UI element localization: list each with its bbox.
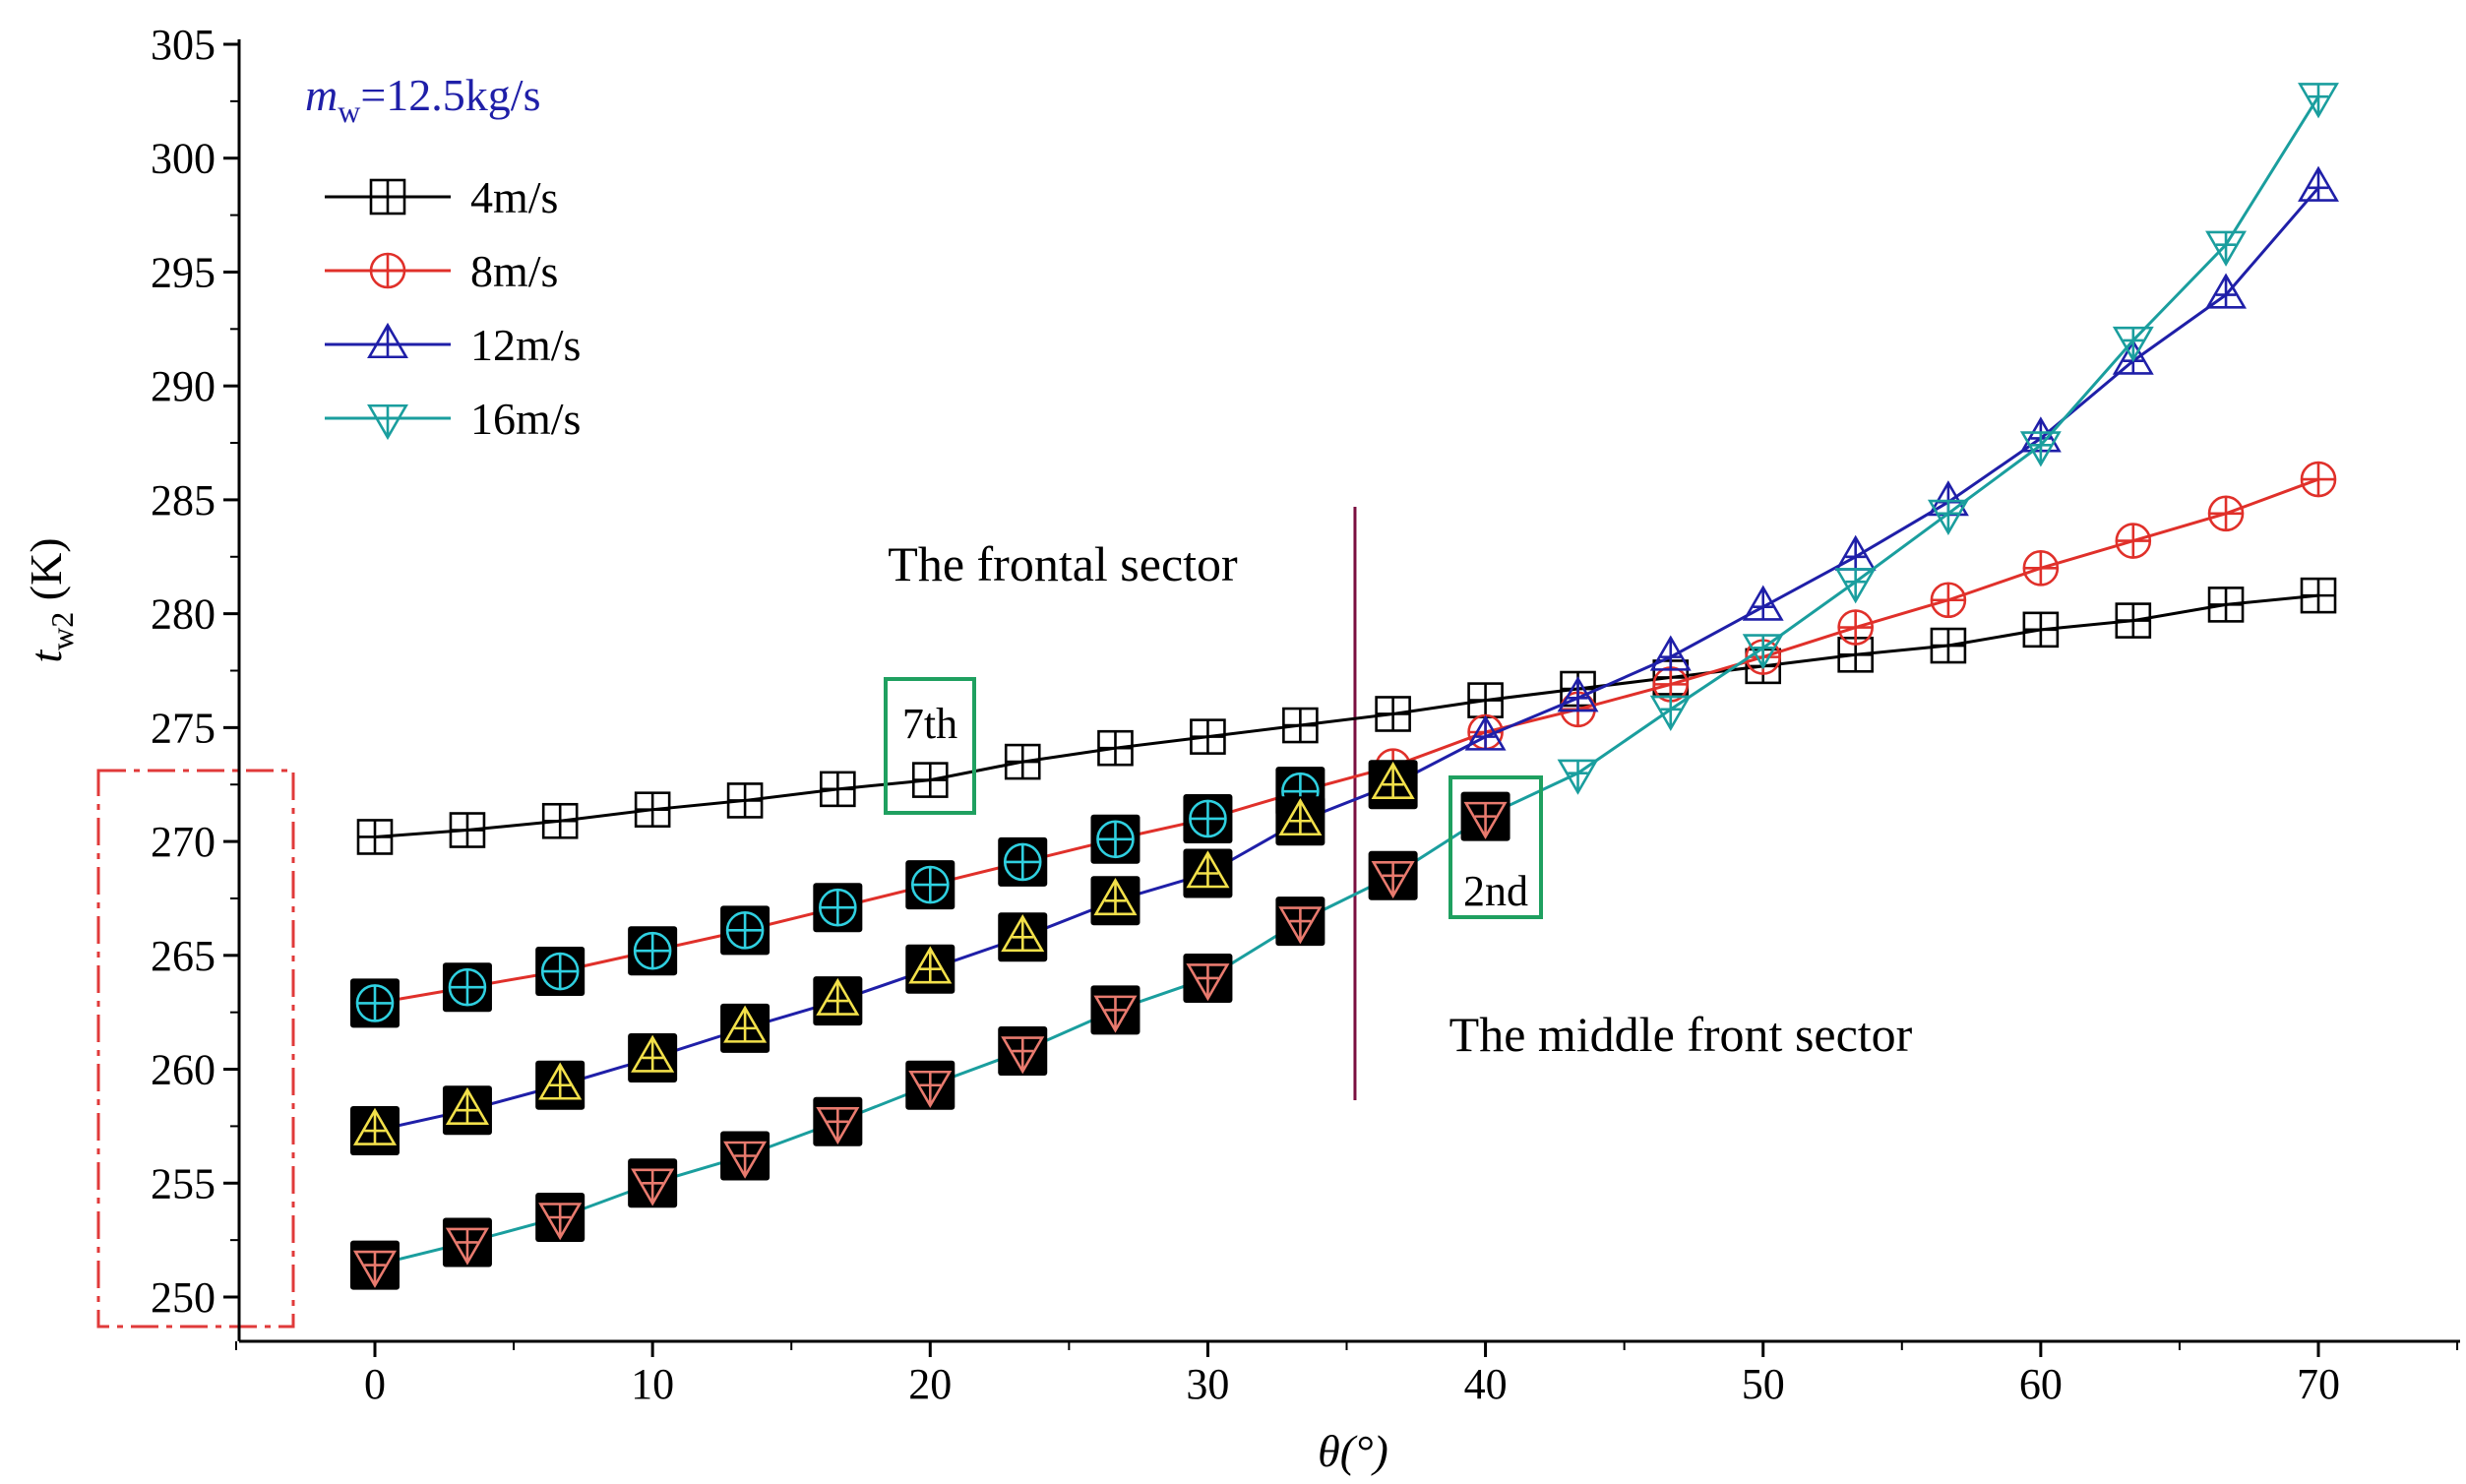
callout-7th-box [884, 677, 976, 815]
y-axis-title-sub: w2 [44, 612, 80, 650]
frontal-sector-label: The frontal sector [888, 536, 1238, 591]
y-tick-label: 275 [151, 704, 216, 752]
legend-label: 8m/s [470, 246, 558, 296]
x-tick-label: 60 [2019, 1360, 2063, 1408]
y-tick-label: 270 [151, 818, 216, 866]
series-4m/s [356, 577, 2337, 855]
x-axis-ticks: 0 10 20 30 40 50 60 70 [234, 1341, 2459, 1408]
series-8m/s [350, 461, 2337, 1028]
x-axis-title: θ(°) [1318, 1426, 1388, 1476]
series-line [374, 477, 2319, 1005]
y-tick-label: 255 [151, 1159, 216, 1207]
series-line [374, 593, 2319, 838]
x-tick-label: 0 [364, 1360, 386, 1408]
y-tick-label: 300 [151, 135, 216, 183]
series-line [374, 186, 2320, 1133]
callout-2nd-label: 2nd [1463, 867, 1528, 915]
y-tick-label: 280 [151, 590, 216, 639]
x-tick-label: 30 [1186, 1360, 1229, 1408]
x-tick-label: 10 [631, 1360, 674, 1408]
legend-label: 4m/s [470, 172, 558, 222]
x-tick-label: 20 [908, 1360, 952, 1408]
y-tick-label: 250 [151, 1273, 216, 1322]
series-12m/s [350, 165, 2339, 1156]
series-16m/s [350, 83, 2339, 1290]
series-line [374, 95, 2320, 1268]
y-axis-ticks: 250 255 260 265 270 275 280 285 290 295 300 305 [151, 21, 239, 1322]
legend-items: 4m/s 8m/s 12m/s 16m/s [325, 172, 581, 444]
legend-header-symbol: m [305, 70, 338, 120]
y-axis-title: tw2 (K) [21, 537, 80, 662]
series-layer [350, 83, 2339, 1290]
x-tick-label: 70 [2297, 1360, 2340, 1408]
x-tick-label: 40 [1464, 1360, 1508, 1408]
legend-header-sub: w [338, 93, 360, 129]
callout-7th-label: 7th [902, 700, 957, 748]
y-tick-label: 290 [151, 362, 216, 410]
y-axis-title-unit: (K) [21, 537, 71, 611]
legend-header: mw=12.5kg/s [305, 70, 540, 129]
y-tick-label: 285 [151, 476, 216, 525]
dashed-highlight-box [96, 769, 295, 1329]
legend: mw=12.5kg/s 4m/s 8m/s 12m/s 16m/s [305, 70, 581, 444]
callout-2nd-box [1449, 775, 1543, 919]
y-tick-label: 265 [151, 932, 216, 980]
legend-item: 16m/s [325, 394, 581, 444]
legend-label: 16m/s [470, 394, 581, 444]
legend-label: 12m/s [470, 320, 581, 370]
y-tick-label: 305 [151, 21, 216, 69]
y-axis-title-main: t [21, 649, 71, 663]
y-tick-label: 295 [151, 248, 216, 296]
legend-header-rest: =12.5kg/s [360, 70, 540, 120]
x-tick-label: 50 [1742, 1360, 1785, 1408]
legend-item: 12m/s [325, 320, 581, 370]
middle-front-sector-label: The middle front sector [1449, 1007, 1913, 1062]
legend-item: 4m/s [325, 172, 558, 222]
y-tick-label: 260 [151, 1046, 216, 1094]
legend-item: 8m/s [325, 246, 558, 296]
